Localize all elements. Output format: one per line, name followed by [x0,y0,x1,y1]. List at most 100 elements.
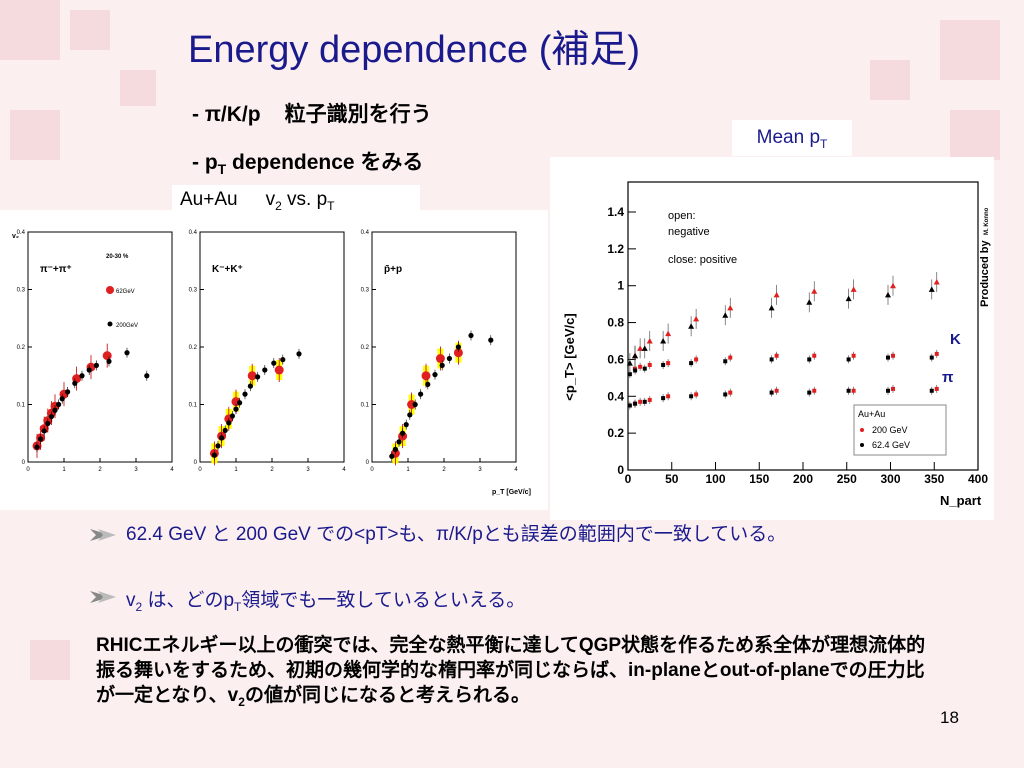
data-point-proton [646,338,653,344]
x-tick-label: 3 [134,467,138,473]
data-point-proton [928,286,935,292]
x-tick-label: 0 [198,467,202,473]
data-point-624gev [886,388,890,393]
data-point-200gev [851,388,856,393]
legend-label-200gev: 200GeV [116,323,138,329]
data-point-200gev [407,412,413,418]
data-point-200gev [666,394,671,399]
data-point-624gev [807,390,812,395]
legend-marker-200gev [860,428,864,432]
y-tick-label: 0.3 [361,288,370,294]
data-point-200gev [468,332,474,339]
y-tick-label: 0.4 [17,230,26,236]
data-point-62gev [421,371,431,381]
x-tick-label: 4 [342,467,346,473]
data-point-200gev [48,413,55,420]
y-tick-label: 0.2 [17,345,26,351]
data-point-624gev [661,396,666,401]
particle-label: p̄+p [384,264,402,275]
arrow-bullet-icon [90,591,116,603]
data-point-200gev [774,353,779,358]
data-point-200gev [233,406,239,412]
data-point-62gev [274,365,284,375]
subtitle-pid: - π/K/p 粒子識別を行う [192,103,432,126]
data-point-200gev [425,381,431,387]
data-point-200gev [389,453,395,459]
x-tick-label: 400 [968,472,988,486]
data-point-200gev [774,388,779,393]
y-tick-label: 0.1 [17,403,26,409]
data-point-624gev [929,388,934,393]
data-point-62gev [102,351,112,361]
data-point-200gev [891,353,895,358]
data-point-200gev [934,351,939,356]
data-point-proton [845,295,852,302]
legend-label-200gev: 200 GeV [872,425,908,435]
data-point-624gev [642,366,647,371]
bullet-2: v2 は、どのpT領域でも一致しているといえる。 [90,585,525,614]
data-point-200gev [647,362,652,367]
data-point-200gev [93,362,99,368]
data-point-200gev [124,350,130,356]
data-point-proton [727,304,734,311]
data-point-200gev [56,401,62,408]
y-tick-label: 0.4 [607,389,624,403]
data-point-200gev [891,386,895,391]
data-point-624gev [886,355,890,360]
au-au-label: Au+Au v2 vs. pT [172,185,420,215]
x-axis-label: p_T [GeV/c] [492,489,531,496]
data-point-200gev [488,337,494,343]
legend-marker-624gev [860,443,864,447]
y-tick-label: 1.4 [607,205,624,219]
conclusion-text: RHICエネルギー以上の衝突では、完全な熱平衡に達してQGP状態を作るため系全体… [96,635,926,709]
data-point-200gev [638,364,643,369]
data-point-proton [722,312,729,318]
data-point-200gev [638,399,643,404]
data-point-200gev [106,358,112,364]
x-tick-label: 200 [793,472,813,486]
data-point-200gev [34,444,40,450]
x-tick-label: 1 [62,467,66,473]
data-point-624gev [846,388,851,393]
data-point-200gev [79,373,85,379]
data-point-200gev [229,413,235,419]
y-tick-label: 1 [617,279,624,293]
y-axis-label: v₂ [12,233,19,240]
data-point-200gev [72,380,78,386]
y-tick-label: 0 [366,460,370,466]
data-point-624gev [689,394,694,399]
y-tick-label: 0.1 [189,403,198,409]
data-point-200gev [86,367,92,373]
data-point-proton [768,304,775,311]
data-point-200gev [52,407,58,413]
x-tick-label: 300 [880,472,900,486]
y-tick-label: 0 [194,460,198,466]
data-point-200gev [45,420,51,427]
data-point-624gev [633,368,638,373]
data-point-proton [890,282,896,289]
data-point-200gev [242,391,248,397]
data-point-200gev [38,436,44,442]
mean-pt-panel: 0 0.2 0.4 0.6 0.8 1 1.2 1.4 0 50 100 150 200 250 300 35… [550,157,994,520]
legend-box [853,404,947,456]
y-tick-label: 0.2 [607,426,624,440]
x-tick-label: 50 [665,472,679,486]
data-point-200gev [418,391,424,397]
page-number: 18 [940,708,959,727]
data-point-proton [811,288,818,294]
data-point-proton [885,291,891,298]
data-point-proton [665,330,672,337]
data-point-200gev [455,344,461,350]
data-point-624gev [769,390,774,395]
data-point-proton [693,315,700,322]
data-point-200gev [812,388,817,393]
data-point-200gev [851,353,856,358]
legend-marker-200gev [107,321,113,327]
data-point-200gev [432,372,438,378]
y-tick-label: 0.2 [361,345,370,351]
x-tick-label: 100 [705,472,725,486]
legend-marker-62gev [106,286,114,294]
data-point-200gev [446,355,452,362]
data-point-200gev [396,439,402,445]
